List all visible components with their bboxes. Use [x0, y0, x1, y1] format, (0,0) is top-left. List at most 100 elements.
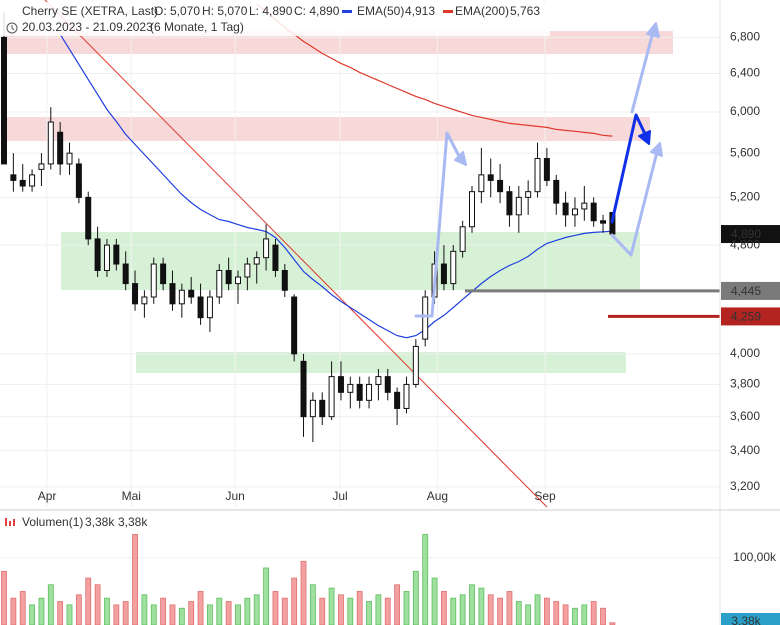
volume-bar — [450, 597, 457, 625]
legend-icon — [5, 518, 7, 526]
volume-bar — [169, 604, 176, 625]
candle-body — [459, 226, 466, 252]
candle-body — [478, 174, 485, 193]
arrow-head — [646, 22, 660, 38]
candle-body — [328, 376, 335, 418]
candle-body — [235, 276, 241, 285]
header-background — [0, 2, 550, 36]
close-label: C: 4,890 — [294, 4, 340, 18]
high-label: H: 5,070 — [202, 4, 248, 18]
volume-bar — [291, 577, 298, 625]
volume-bar — [188, 601, 195, 625]
candle-body — [403, 383, 410, 409]
volume-bar — [366, 601, 372, 625]
grid — [0, 0, 720, 507]
volume-bar — [572, 607, 578, 625]
candle-body — [253, 257, 260, 265]
resistance-zone — [5, 31, 673, 54]
candle-body — [122, 263, 129, 285]
volume-bar — [487, 594, 494, 625]
arrows — [414, 22, 663, 318]
scenario-arrow — [610, 150, 659, 257]
volume-bar — [19, 591, 26, 625]
legend-value: 5,763 — [510, 4, 540, 18]
x-tick-label: Jul — [332, 489, 347, 503]
candle-body — [85, 196, 92, 240]
scenario-arrow — [414, 131, 462, 318]
candle-body — [337, 376, 344, 393]
level-label: 4,259 — [731, 310, 761, 324]
candle-body — [375, 376, 382, 385]
volume-bar — [29, 604, 35, 625]
candle-body — [309, 399, 316, 418]
date-range: 20.03.2023 - 21.09.2023 — [22, 20, 153, 34]
y-tick-label: 3,200 — [730, 479, 760, 493]
y-tick-label: 3,800 — [730, 377, 760, 391]
candle-body — [515, 196, 522, 216]
candle-body — [66, 152, 73, 165]
volume-bar — [543, 597, 550, 625]
volume-bar — [10, 597, 17, 625]
candle-body — [450, 250, 457, 285]
candle-body — [1, 36, 7, 165]
candle-body — [263, 238, 270, 259]
candle-body — [384, 376, 391, 393]
header: Cherry SE (XETRA, Last) O: 5,070 H: 5,07… — [0, 2, 550, 36]
y-tick-label: 6,800 — [730, 30, 760, 44]
candle-body — [469, 191, 475, 228]
main-arrow — [610, 113, 647, 224]
arrow-head — [454, 151, 467, 166]
volume-bar — [506, 591, 513, 625]
y-tick-label: 6,400 — [730, 66, 760, 80]
volume-bar — [75, 594, 82, 625]
volume-bar — [207, 604, 213, 625]
candle-body — [366, 383, 373, 401]
low-label: L: 4,890 — [249, 4, 293, 18]
volume-bar — [441, 591, 447, 625]
instrument-title: Cherry SE (XETRA, Last) — [22, 4, 158, 18]
volume-bar — [347, 597, 354, 625]
volume-bar — [469, 584, 475, 625]
candle-body — [440, 263, 447, 285]
volume-bar — [478, 587, 485, 625]
candle-body — [356, 383, 363, 401]
volume-bar — [562, 604, 569, 625]
x-tick-label: Jun — [226, 489, 245, 503]
candle-body — [103, 244, 110, 271]
candle-body — [244, 263, 251, 278]
candle-body — [94, 238, 101, 271]
y-tick-label: 3,400 — [730, 443, 760, 457]
level-label: 4,890 — [731, 227, 761, 241]
volume-bar — [553, 601, 560, 625]
volume-bar — [338, 594, 344, 625]
clock-icon — [6, 22, 18, 34]
x-tick-label: Mai — [122, 489, 141, 503]
candle-body — [487, 174, 494, 181]
volume-bar — [375, 594, 382, 625]
volume-bar — [85, 577, 92, 625]
volume-bar — [525, 604, 532, 625]
legend-swatch — [342, 10, 352, 13]
volume-bar — [412, 570, 419, 625]
volume-tag-label: 3,38k — [731, 614, 761, 625]
candle-body — [141, 296, 148, 305]
candle-body — [188, 289, 195, 298]
period: (6 Monate, 1 Tag) — [150, 20, 244, 34]
y-tick-label: 5,600 — [730, 145, 760, 159]
volume-bar — [319, 597, 326, 625]
arrow-head — [638, 130, 651, 145]
support-zone — [61, 232, 640, 290]
candle-body — [300, 360, 307, 418]
candle-body — [225, 269, 232, 285]
candle-body — [272, 244, 279, 271]
volume-bar — [225, 601, 232, 625]
ema-line — [256, 3, 613, 137]
volume-bar — [122, 601, 129, 625]
clock-hand — [11, 25, 15, 31]
candle-body — [497, 179, 504, 193]
volume-bar — [253, 594, 260, 625]
candle-body — [75, 163, 82, 198]
volume-bar — [422, 534, 429, 625]
zones — [5, 31, 673, 373]
